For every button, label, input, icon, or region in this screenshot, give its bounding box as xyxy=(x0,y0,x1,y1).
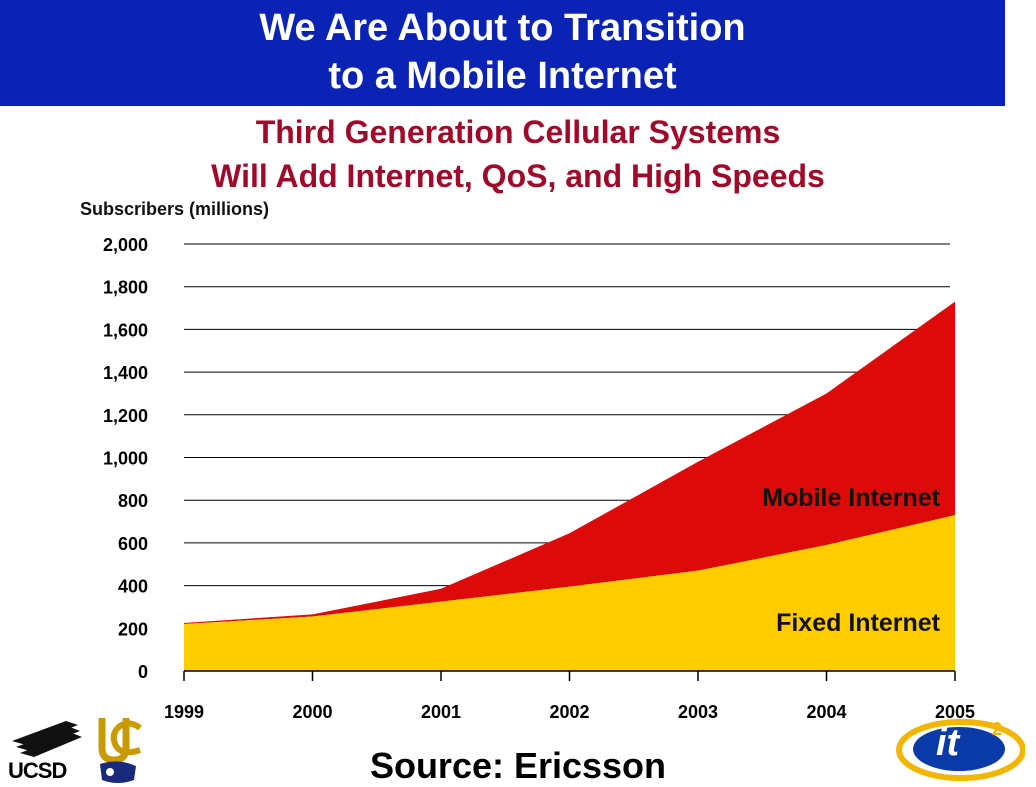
y-tick-label: 0 xyxy=(138,662,148,682)
x-tick-label: 2002 xyxy=(549,702,589,722)
y-tick-label: 1,200 xyxy=(103,406,148,426)
title-bar: We Are About to Transition to a Mobile I… xyxy=(0,0,1005,106)
y-tick-label: 400 xyxy=(118,577,148,597)
subtitle-line-2: Will Add Internet, QoS, and High Speeds xyxy=(211,158,825,194)
y-tick-label: 1,000 xyxy=(103,449,148,469)
uc-seal-icon xyxy=(98,718,142,783)
x-tick-label: 2001 xyxy=(421,702,461,722)
y-tick-label: 1,800 xyxy=(103,278,148,298)
it2-logo-superscript: 2 xyxy=(992,719,1003,739)
it2-logo-text: it xyxy=(936,722,960,764)
it2-logo-icon xyxy=(896,719,1025,781)
x-tick-label: 2003 xyxy=(678,702,718,722)
ucsd-logo-icon xyxy=(12,721,82,757)
title-line-1: We Are About to Transition xyxy=(259,7,746,49)
subtitle: Third Generation Cellular Systems Will A… xyxy=(0,110,1036,198)
y-tick-label: 2,000 xyxy=(103,235,148,255)
mobile-internet-area xyxy=(184,301,955,625)
x-tick-label: 1999 xyxy=(164,702,204,722)
y-tick-label: 600 xyxy=(118,534,148,554)
y-tick-label: 1,400 xyxy=(103,363,148,383)
fixed-internet-area xyxy=(184,515,955,671)
x-tick-label: 2005 xyxy=(935,702,975,722)
x-tick-label: 2000 xyxy=(292,702,332,722)
ucsd-logo-text: UCSD xyxy=(8,758,67,783)
fixed-internet-label: Fixed Internet xyxy=(776,609,941,637)
title-line-2: to a Mobile Internet xyxy=(328,55,677,97)
source-caption: Source: Ericsson xyxy=(369,745,667,786)
mobile-internet-label: Mobile Internet xyxy=(762,484,940,512)
x-tick-label: 2004 xyxy=(806,702,846,722)
subtitle-line-1: Third Generation Cellular Systems xyxy=(255,114,781,150)
y-tick-label: 1,600 xyxy=(103,320,148,340)
y-tick-label: 200 xyxy=(118,619,148,639)
y-axis-label: Subscribers (millions) xyxy=(80,199,270,219)
y-tick-label: 800 xyxy=(118,491,148,511)
